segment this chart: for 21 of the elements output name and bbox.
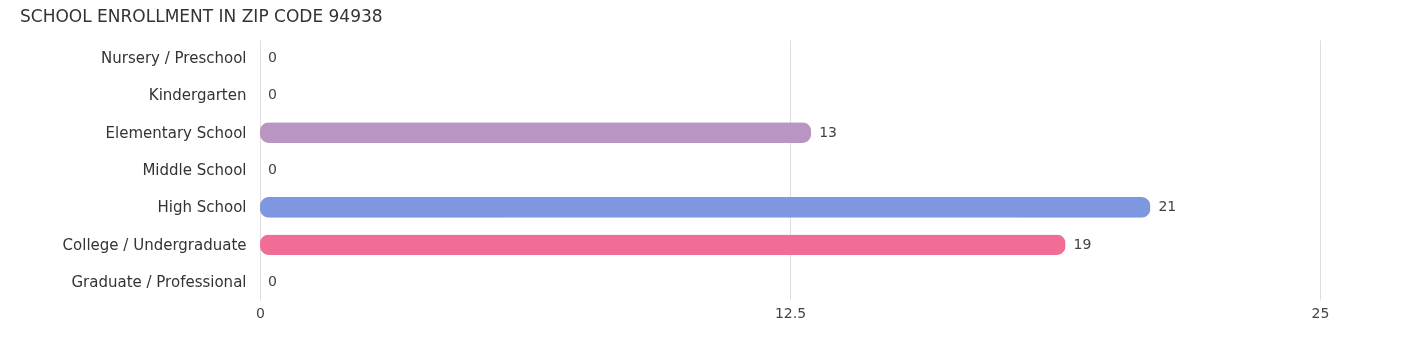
y-tick-label: College / Undergraduate [62,235,247,254]
y-tick-label: High School [157,198,247,217]
y-tick-label: Kindergarten [148,86,247,105]
y-tick-label: Nursery / Preschool [100,48,247,67]
y-tick-label: Middle School [142,161,247,179]
data-label: 0 [268,273,277,290]
data-label: 0 [268,48,277,65]
bar [260,234,1066,256]
bar [260,197,1151,218]
x-tick-label: 25 [1311,304,1330,321]
data-label: 19 [1073,235,1092,252]
data-label: 13 [819,123,838,140]
chart-title: SCHOOL ENROLLMENT IN ZIP CODE 94938 [20,6,383,26]
data-label: 21 [1158,198,1177,215]
y-tick-label: Elementary School [105,123,247,142]
x-tick-label: 0 [256,304,265,321]
data-label: 0 [268,161,277,177]
bar [260,122,812,143]
x-tick-label: 12.5 [774,304,807,321]
data-label: 0 [268,86,277,103]
y-tick-label: Graduate / Professional [71,273,247,292]
